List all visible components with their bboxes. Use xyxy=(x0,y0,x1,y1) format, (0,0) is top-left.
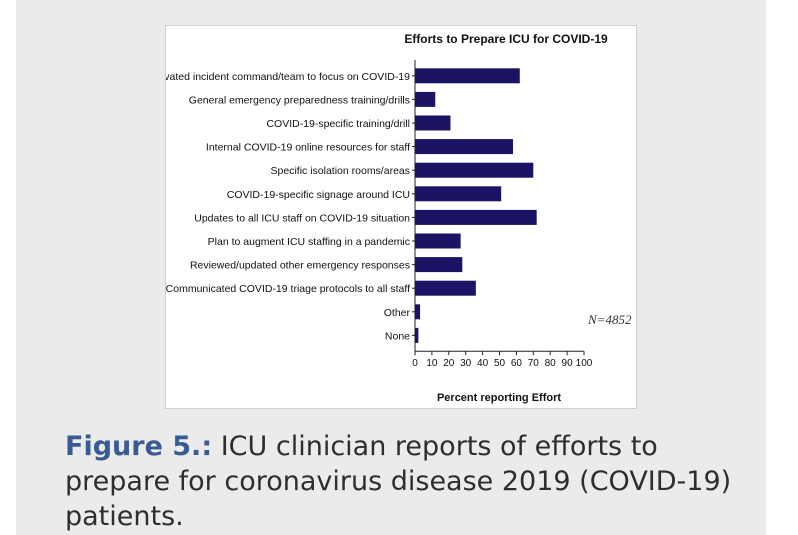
category-label: None xyxy=(385,330,410,342)
bar xyxy=(415,280,476,296)
figure-caption: Figure 5.: ICU clinician reports of effo… xyxy=(65,429,765,534)
bar xyxy=(415,115,451,131)
chart-title: Efforts to Prepare ICU for COVID-19 xyxy=(404,32,608,46)
bar xyxy=(415,257,463,273)
x-tick-label: 70 xyxy=(528,358,540,369)
category-label: Other xyxy=(384,307,411,319)
bar xyxy=(415,162,534,178)
bar xyxy=(415,304,421,320)
x-tick-label: 100 xyxy=(576,358,593,369)
sample-size-annotation: N=4852 xyxy=(587,312,632,327)
bar xyxy=(415,91,436,107)
category-label: Communicated COVID-19 triage protocols t… xyxy=(166,283,410,295)
x-tick-label: 30 xyxy=(460,358,472,369)
category-label: Internal COVID-19 online resources for s… xyxy=(206,142,410,154)
x-tick-label: 60 xyxy=(511,358,523,369)
category-label: Updates to all ICU staff on COVID-19 sit… xyxy=(194,212,410,224)
x-tick-label: 50 xyxy=(494,358,506,369)
caption-text: ICU clinician reports of efforts to prep… xyxy=(65,431,732,532)
category-label: Activated incident command/team to focus… xyxy=(166,71,410,83)
category-label: Plan to augment ICU staffing in a pandem… xyxy=(208,236,410,248)
bar xyxy=(415,327,419,343)
bar xyxy=(415,209,537,225)
bar-chart: Efforts to Prepare ICU for COVID-19 Perc… xyxy=(166,32,632,404)
category-label: Specific isolation rooms/areas xyxy=(271,165,410,177)
bar xyxy=(415,186,502,202)
x-tick-label: 20 xyxy=(443,358,455,369)
category-label: COVID-19-specific training/drill xyxy=(266,118,410,130)
category-label: Reviewed/updated other emergency respons… xyxy=(190,260,410,272)
bar xyxy=(415,233,461,249)
category-label: COVID-19-specific signage around ICU xyxy=(227,189,410,201)
x-tick-label: 90 xyxy=(562,358,574,369)
chart-frame: Efforts to Prepare ICU for COVID-19 Perc… xyxy=(165,25,637,409)
x-axis-label: Percent reporting Effort xyxy=(437,392,561,404)
x-tick-label: 80 xyxy=(545,358,557,369)
bar xyxy=(415,139,514,155)
category-label: General emergency preparedness training/… xyxy=(189,94,410,106)
x-tick-label: 10 xyxy=(426,358,438,369)
bar xyxy=(415,68,520,84)
figure-label: Figure 5.: xyxy=(65,431,213,462)
figure-card: Efforts to Prepare ICU for COVID-19 Perc… xyxy=(16,0,766,535)
x-tick-label: 0 xyxy=(412,358,418,369)
x-tick-label: 40 xyxy=(477,358,489,369)
